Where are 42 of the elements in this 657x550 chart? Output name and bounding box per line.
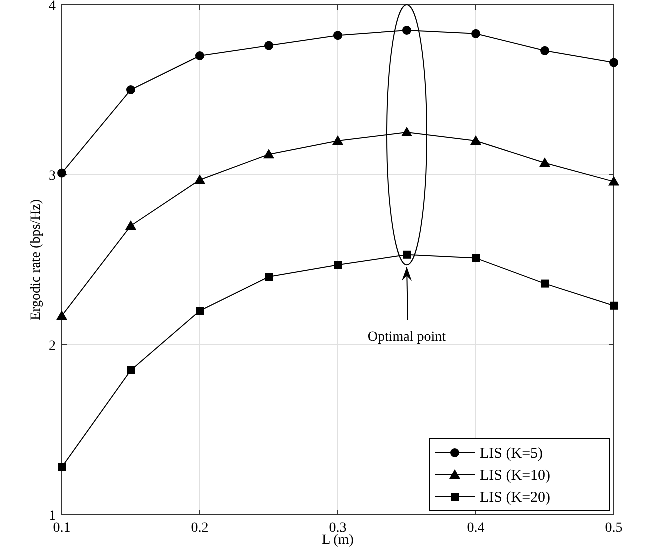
- point: [56, 310, 68, 320]
- y-tick-label: 2: [49, 339, 56, 354]
- point: [127, 366, 135, 374]
- point: [403, 250, 411, 259]
- point: [540, 158, 550, 168]
- x-tick-label: 0.4: [467, 521, 485, 536]
- point: [402, 26, 412, 35]
- x-axis-title: L (m): [322, 533, 354, 548]
- point: [196, 307, 204, 315]
- point: [264, 149, 274, 159]
- x-tick-label: 0.2: [191, 521, 209, 536]
- legend-label: LIS (K=5): [480, 446, 544, 462]
- point: [540, 46, 550, 56]
- point: [608, 176, 620, 186]
- y-tick-label: 1: [49, 509, 56, 524]
- x-tick-label: 0.5: [605, 521, 623, 536]
- point: [264, 41, 274, 50]
- point: [610, 302, 618, 310]
- y-tick-label: 3: [49, 169, 56, 184]
- point: [472, 254, 480, 262]
- point: [126, 86, 136, 94]
- point: [472, 29, 480, 38]
- point: [334, 31, 342, 40]
- point: [196, 52, 204, 60]
- point: [265, 273, 273, 281]
- point: [126, 220, 136, 230]
- point: [58, 463, 66, 472]
- legend-label: LIS (K=20): [480, 490, 551, 506]
- legend-label: LIS (K=10): [480, 468, 551, 484]
- point: [334, 261, 342, 270]
- y-tick-label: 4: [49, 0, 56, 14]
- point: [58, 168, 66, 178]
- point: [194, 174, 206, 184]
- annotation: Optimal point: [368, 330, 446, 346]
- x-tick-label: 0.1: [53, 521, 71, 536]
- point: [610, 58, 618, 68]
- y-axis-title: Ergodic rate (bps/Hz): [29, 199, 44, 321]
- point: [541, 280, 549, 288]
- point: [332, 136, 344, 145]
- point: [470, 136, 482, 145]
- point: [402, 127, 412, 136]
- x-tick-label: 0.3: [329, 521, 347, 536]
